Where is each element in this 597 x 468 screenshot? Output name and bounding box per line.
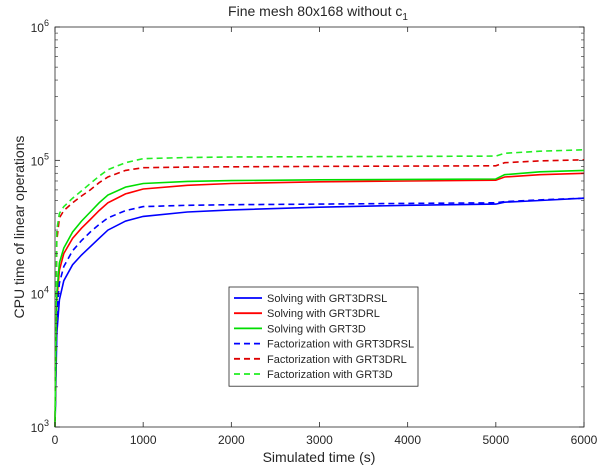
- legend-box: [228, 286, 419, 387]
- x-tick-label: 5000: [482, 433, 509, 447]
- series-line-4: [54, 197, 585, 428]
- y-tick-label: 104: [31, 285, 49, 302]
- x-axis-label: Simulated time (s): [263, 449, 376, 465]
- y-tick-exponent: 4: [44, 285, 49, 295]
- series-line-3: [54, 169, 585, 428]
- series-line-5: [54, 159, 585, 428]
- y-tick-base: 10: [31, 421, 45, 435]
- legend-label: Factorization with GRT3DRSL: [267, 339, 414, 351]
- y-tick-base: 10: [31, 21, 45, 35]
- x-tick-label: 0: [52, 433, 59, 447]
- y-axis-label: CPU time of linear operations: [11, 136, 27, 319]
- legend-label: Solving with GRT3DRL: [267, 308, 380, 320]
- chart-title: Fine mesh 80x168 without c1: [228, 3, 408, 23]
- legend-label: Factorization with GRT3DRL: [267, 354, 407, 366]
- chart-title-main: Fine mesh 80x168 without c: [228, 3, 402, 19]
- series-line-1: [54, 197, 585, 428]
- y-tick-label: 105: [31, 151, 49, 168]
- y-tick-base: 10: [31, 288, 45, 302]
- y-tick-exponent: 3: [44, 418, 49, 428]
- x-tick-label: 4000: [394, 433, 421, 447]
- x-tick-label: 1000: [130, 433, 157, 447]
- legend: Solving with GRT3DRSL Solving with GRT3DR…: [228, 286, 419, 387]
- legend-label: Factorization with GRT3D: [267, 369, 393, 381]
- y-tick-exponent: 5: [44, 151, 49, 161]
- y-tick-base: 10: [31, 154, 45, 168]
- legend-label: Solving with GRT3DRSL: [267, 293, 387, 305]
- series-line-6: [54, 149, 585, 428]
- x-tick-label: 2000: [218, 433, 245, 447]
- legend-label: Solving with GRT3D: [267, 323, 366, 335]
- chart-title-subscript: 1: [402, 12, 408, 23]
- y-tick-label: 103: [31, 418, 49, 435]
- x-tick-label: 6000: [571, 433, 597, 447]
- x-tick-label: 3000: [306, 433, 333, 447]
- y-tick-label: 106: [31, 18, 49, 35]
- series-line-2: [54, 172, 585, 428]
- series-layer: [54, 149, 585, 428]
- y-tick-exponent: 6: [44, 18, 49, 28]
